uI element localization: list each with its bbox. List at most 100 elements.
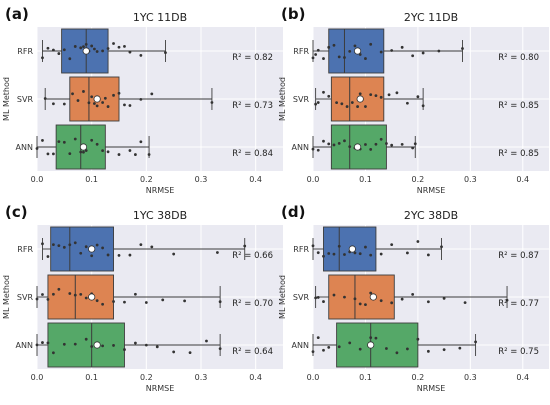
data-point	[147, 153, 151, 156]
data-point	[46, 46, 50, 50]
data-point	[316, 251, 320, 255]
data-point	[35, 343, 39, 347]
data-point	[442, 348, 446, 352]
data-point	[117, 253, 121, 257]
data-point	[316, 296, 320, 299]
data-point	[79, 292, 83, 296]
data-point	[364, 57, 367, 60]
data-point	[356, 105, 359, 108]
x-axis-label: NRMSE	[417, 186, 446, 195]
data-point	[411, 54, 415, 58]
data-point	[41, 56, 44, 60]
data-point	[71, 92, 74, 96]
data-point	[322, 57, 325, 60]
data-point	[183, 299, 187, 303]
data-point	[358, 252, 362, 256]
data-point	[62, 140, 66, 144]
data-point	[128, 253, 132, 257]
data-point	[369, 291, 373, 295]
x-axis-label: NRMSE	[146, 186, 175, 195]
data-point	[345, 105, 349, 108]
data-point	[46, 255, 50, 258]
data-point	[348, 341, 352, 345]
data-point	[374, 142, 378, 146]
data-point	[379, 95, 383, 99]
data-point	[90, 95, 94, 99]
data-point	[117, 153, 121, 156]
data-point	[52, 48, 55, 52]
data-point	[327, 45, 331, 49]
y-axis-label: ML Method	[2, 275, 11, 319]
data-point	[101, 149, 104, 153]
panel-label: (b)	[281, 5, 305, 23]
data-point	[364, 303, 367, 307]
data-point	[101, 344, 104, 348]
data-point	[101, 246, 104, 250]
y-tick-label: ANN	[292, 341, 309, 350]
r2-annotation: R² = 0.84	[232, 149, 273, 159]
data-point	[84, 43, 88, 46]
panel-label: (a)	[5, 5, 29, 23]
x-axis-label: NRMSE	[146, 384, 175, 393]
data-point	[364, 143, 367, 146]
mean-marker	[369, 293, 377, 301]
data-point	[57, 52, 61, 55]
data-point	[90, 44, 94, 48]
y-tick-label: RFR	[17, 245, 33, 254]
data-point	[374, 94, 378, 98]
mean-marker	[93, 95, 101, 103]
box-ann	[47, 322, 125, 368]
data-point	[243, 244, 247, 248]
data-point	[390, 243, 394, 247]
r2-annotation: R² = 0.85	[498, 101, 539, 111]
data-point	[379, 137, 383, 141]
data-point	[139, 97, 143, 101]
r2-annotation: R² = 0.80	[498, 53, 539, 63]
y-axis-label: ML Method	[278, 77, 287, 121]
data-point	[426, 300, 430, 304]
mean-marker	[88, 245, 96, 253]
data-point	[316, 101, 320, 104]
data-point	[73, 342, 77, 346]
data-point	[79, 46, 83, 50]
data-point	[421, 104, 425, 108]
data-point	[134, 153, 137, 156]
data-point	[95, 50, 99, 53]
data-point	[73, 137, 77, 141]
data-point	[337, 141, 341, 145]
x-tick-label: 0.0	[31, 175, 44, 184]
data-point	[353, 297, 357, 301]
chart-title: 1YC 11DB	[133, 11, 187, 24]
data-point	[90, 345, 94, 348]
r2-annotation: R² = 0.64	[232, 347, 273, 357]
data-point	[395, 91, 399, 95]
data-point	[155, 345, 159, 349]
mean-marker	[82, 47, 90, 55]
data-point	[134, 292, 137, 296]
x-tick-label: 0.4	[249, 175, 262, 184]
data-point	[117, 91, 121, 95]
data-point	[82, 150, 85, 154]
x-tick-label: 0.2	[140, 373, 153, 382]
data-point	[379, 299, 383, 303]
data-point	[337, 55, 341, 59]
data-point	[218, 300, 222, 304]
mean-marker	[93, 341, 101, 349]
y-tick-label: SVR	[293, 293, 310, 302]
data-point	[316, 48, 320, 52]
data-point	[35, 297, 39, 301]
data-point	[416, 337, 420, 341]
data-point	[73, 241, 77, 245]
data-point	[426, 349, 430, 353]
y-axis-label: ML Method	[2, 77, 11, 121]
data-point	[123, 44, 126, 48]
data-point	[390, 49, 394, 52]
data-point	[150, 245, 154, 249]
data-point	[95, 299, 99, 303]
data-point	[144, 343, 148, 347]
data-point	[84, 296, 88, 300]
data-point	[348, 145, 352, 149]
x-tick-label: 0.3	[464, 175, 477, 184]
data-point	[52, 351, 55, 355]
data-point	[35, 147, 39, 150]
